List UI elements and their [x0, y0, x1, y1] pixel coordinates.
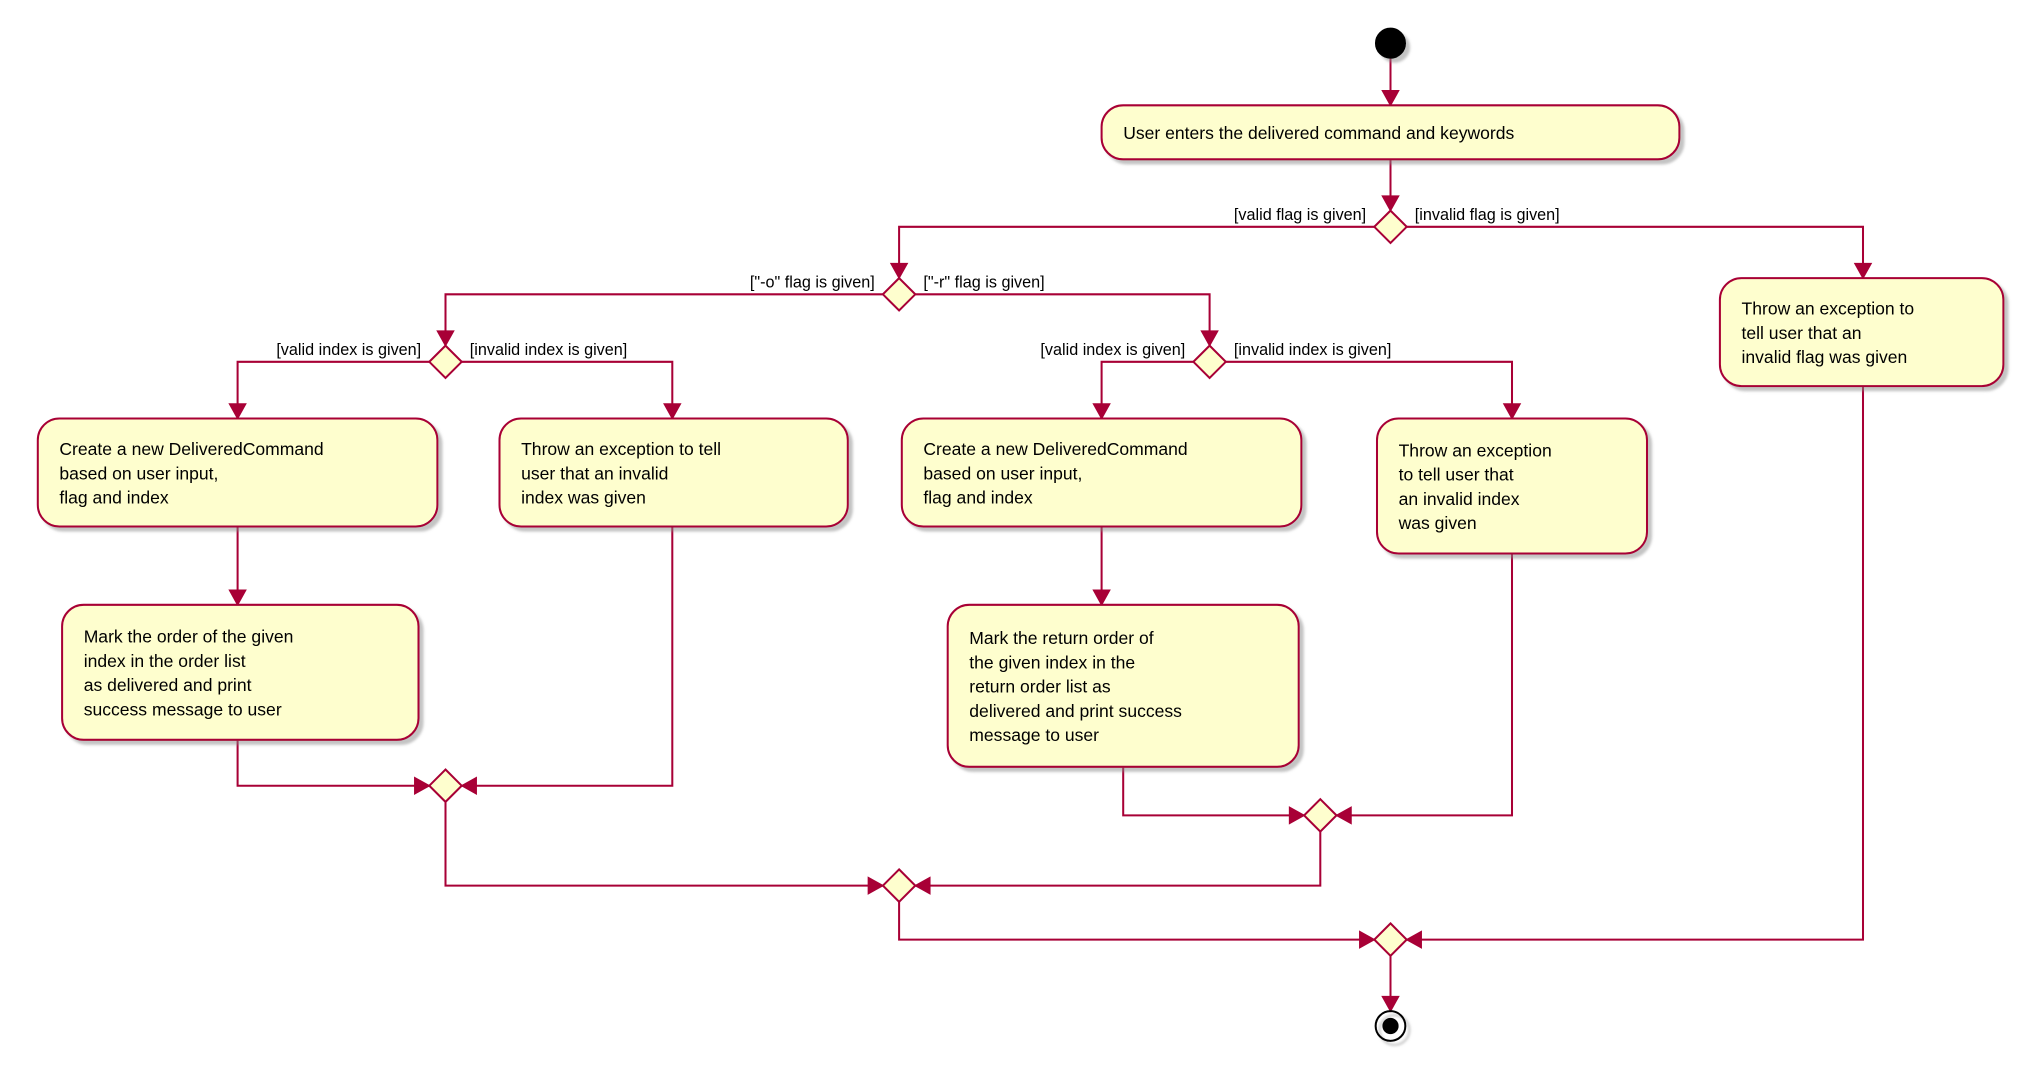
svg-text:delivered and print success: delivered and print success: [969, 701, 1182, 721]
svg-text:User enters the delivered comm: User enters the delivered command and ke…: [1123, 123, 1514, 143]
svg-text:[valid flag is given]: [valid flag is given]: [1234, 206, 1366, 224]
svg-text:Throw an exception: Throw an exception: [1399, 440, 1552, 460]
svg-text:an invalid index: an invalid index: [1399, 489, 1520, 509]
svg-text:flag and index: flag and index: [923, 488, 1032, 508]
svg-text:Throw an exception to tell: Throw an exception to tell: [521, 439, 721, 459]
svg-text:user that an invalid: user that an invalid: [521, 463, 668, 483]
svg-text:the given index in the: the given index in the: [969, 652, 1135, 672]
svg-text:[invalid index is given]: [invalid index is given]: [1234, 341, 1391, 359]
svg-text:based on user input,: based on user input,: [59, 463, 218, 483]
svg-text:[valid index is given]: [valid index is given]: [1040, 341, 1185, 359]
svg-text:Create a new DeliveredCommand: Create a new DeliveredCommand: [923, 439, 1187, 459]
svg-text:Mark the return order of: Mark the return order of: [969, 628, 1153, 648]
svg-text:Mark the order of the given: Mark the order of the given: [84, 627, 294, 647]
svg-text:tell user that an: tell user that an: [1742, 323, 1862, 343]
svg-text:["-r" flag is given]: ["-r" flag is given]: [923, 274, 1044, 292]
svg-text:success message to user: success message to user: [84, 700, 282, 720]
svg-text:based on user input,: based on user input,: [923, 463, 1082, 483]
svg-text:index in the order list: index in the order list: [84, 651, 246, 671]
svg-text:to tell user that: to tell user that: [1399, 465, 1514, 485]
svg-text:was given: was given: [1398, 513, 1477, 533]
svg-text:return order list as: return order list as: [969, 677, 1111, 697]
svg-text:[valid index is given]: [valid index is given]: [276, 341, 421, 359]
svg-text:[invalid index is given]: [invalid index is given]: [470, 341, 627, 359]
svg-text:Create a new DeliveredCommand: Create a new DeliveredCommand: [59, 439, 323, 459]
svg-text:message to user: message to user: [969, 725, 1099, 745]
svg-text:Throw an exception to: Throw an exception to: [1742, 299, 1915, 319]
svg-text:index was given: index was given: [521, 488, 646, 508]
svg-text:["-o" flag is given]: ["-o" flag is given]: [750, 274, 875, 292]
svg-text:[invalid flag is given]: [invalid flag is given]: [1415, 206, 1560, 224]
svg-text:flag and index: flag and index: [59, 488, 168, 508]
svg-text:as delivered and print: as delivered and print: [84, 675, 252, 695]
svg-text:invalid flag was given: invalid flag was given: [1742, 347, 1908, 367]
